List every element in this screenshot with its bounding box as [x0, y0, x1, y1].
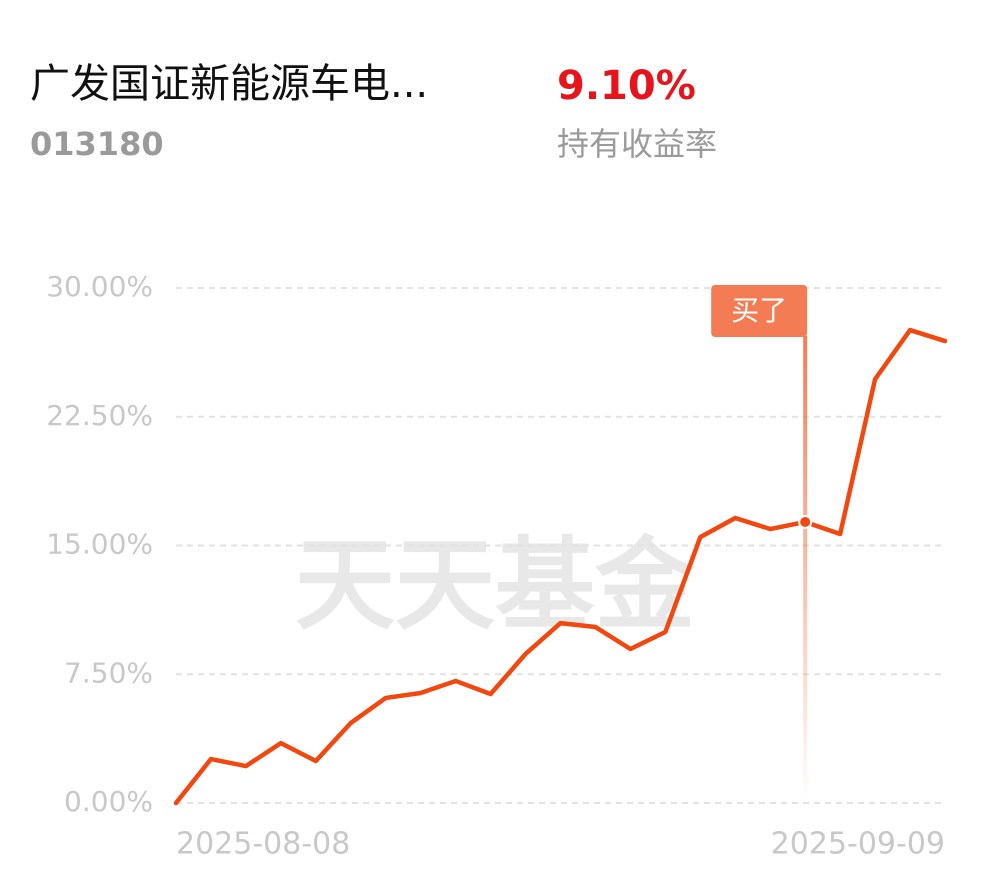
fund-title: 广发国证新能源车电...	[30, 61, 428, 107]
y-tick-label: 0.00%	[64, 785, 153, 818]
y-tick-label: 30.00%	[46, 270, 153, 303]
y-tick-label: 22.50%	[46, 399, 153, 432]
x-tick-label: 2025-08-08	[176, 827, 350, 862]
watermark: 天天基金	[295, 526, 696, 643]
buy-marker-box	[711, 285, 808, 337]
buy-point	[798, 514, 813, 529]
series-line	[173, 327, 948, 806]
return-label: 持有收益率	[557, 125, 717, 163]
y-tick-label: 15.00%	[46, 528, 153, 561]
x-tick-label: 2025-09-09	[771, 827, 945, 862]
buy-marker-label: 买了	[731, 294, 787, 327]
fund-code: 013180	[30, 125, 164, 163]
y-tick-label: 7.50%	[64, 656, 153, 689]
return-value: 9.10%	[557, 63, 696, 109]
buy-marker-line	[803, 336, 808, 803]
